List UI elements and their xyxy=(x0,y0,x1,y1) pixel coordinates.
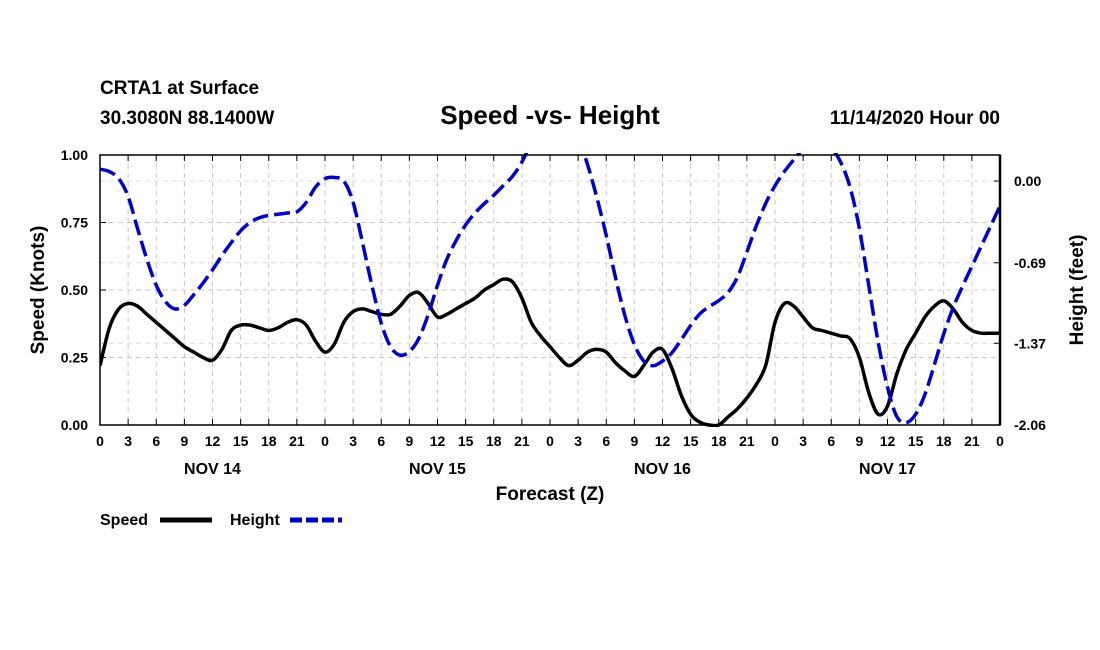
x-tick-label: 15 xyxy=(683,433,699,449)
y-right-tick-label: -1.37 xyxy=(1014,335,1046,351)
x-tick-label: 15 xyxy=(908,433,924,449)
x-tick-label: 0 xyxy=(996,433,1004,449)
x-axis-title: Forecast (Z) xyxy=(496,484,605,505)
day-label: NOV 17 xyxy=(859,461,916,478)
x-tick-label: 21 xyxy=(289,433,305,449)
y-left-tick-label: 0.75 xyxy=(61,215,88,231)
coordinates-label: 30.3080N 88.1400W xyxy=(100,108,274,129)
x-tick-label: 9 xyxy=(855,433,863,449)
y-axis-left-title: Speed (Knots) xyxy=(28,226,49,355)
y-left-tick-label: 0.00 xyxy=(61,417,88,433)
axes: 0 3 6 9 12 15 18 21 0 3 6 9 12 15 18 21 0 3 6 9 12 15 18 21 0 3 6 9… xyxy=(61,147,1046,478)
legend-label-speed: Speed xyxy=(100,512,148,529)
legend: Speed Height xyxy=(100,512,342,529)
y-left-tick-label: 1.00 xyxy=(61,147,88,163)
x-tick-label: 18 xyxy=(711,433,727,449)
y-right-tick-label: -0.69 xyxy=(1014,255,1046,271)
x-tick-label: 9 xyxy=(180,433,188,449)
y-right-tick-label: -2.06 xyxy=(1014,417,1046,433)
y-axis-right-title: Height (feet) xyxy=(1067,235,1088,346)
y-left-tick-label: 0.25 xyxy=(61,350,88,366)
day-label: NOV 15 xyxy=(409,461,466,478)
day-label: NOV 16 xyxy=(634,461,691,478)
x-tick-label: 18 xyxy=(936,433,952,449)
x-tick-label: 6 xyxy=(377,433,385,449)
x-tick-label: 21 xyxy=(964,433,980,449)
x-tick-label: 6 xyxy=(602,433,610,449)
x-tick-label: 12 xyxy=(205,433,221,449)
x-tick-label: 3 xyxy=(349,433,357,449)
x-tick-label: 3 xyxy=(124,433,132,449)
station-label: CRTA1 at Surface xyxy=(100,78,259,99)
legend-label-height: Height xyxy=(230,512,280,529)
x-tick-label: 21 xyxy=(514,433,530,449)
x-tick-label: 9 xyxy=(630,433,638,449)
day-label: NOV 14 xyxy=(184,461,241,478)
x-tick-label: 6 xyxy=(827,433,835,449)
y-right-tick-label: 0.00 xyxy=(1014,173,1041,189)
x-tick-label: 0 xyxy=(321,433,329,449)
x-tick-label: 18 xyxy=(261,433,277,449)
x-tick-label: 12 xyxy=(655,433,671,449)
series-lines xyxy=(100,153,1000,427)
series-line-height xyxy=(100,153,1000,425)
x-tick-label: 18 xyxy=(486,433,502,449)
x-tick-label: 0 xyxy=(771,433,779,449)
x-tick-label: 15 xyxy=(458,433,474,449)
x-tick-label: 6 xyxy=(152,433,160,449)
series-line-speed xyxy=(100,277,1000,427)
x-tick-label: 3 xyxy=(799,433,807,449)
y-left-tick-label: 0.50 xyxy=(61,282,88,298)
chart-title: Speed -vs- Height xyxy=(440,100,660,130)
x-tick-label: 12 xyxy=(430,433,446,449)
x-tick-label: 9 xyxy=(405,433,413,449)
datetime-label: 11/14/2020 Hour 00 xyxy=(830,108,1000,129)
x-tick-label: 3 xyxy=(574,433,582,449)
x-tick-label: 15 xyxy=(233,433,249,449)
x-tick-label: 12 xyxy=(880,433,896,449)
x-tick-label: 0 xyxy=(96,433,104,449)
x-tick-label: 21 xyxy=(739,433,755,449)
x-tick-label: 0 xyxy=(546,433,554,449)
